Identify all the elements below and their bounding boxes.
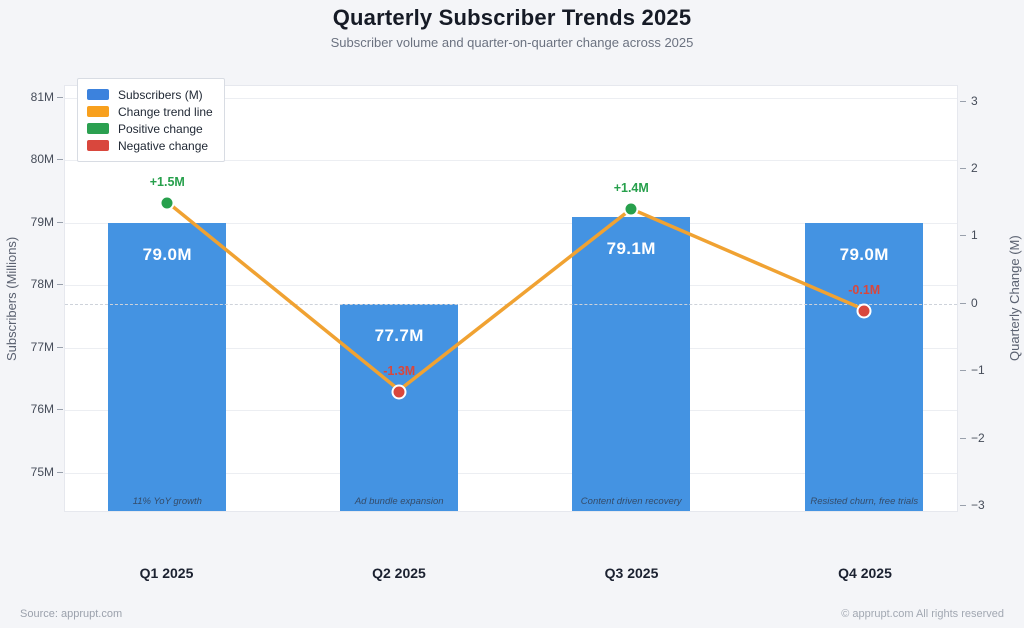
legend: Subscribers (M) Change trend line Positive… bbox=[77, 78, 225, 162]
left-tick-label: 76M bbox=[30, 402, 54, 417]
x-axis-label: Q2 2025 bbox=[372, 565, 426, 581]
left-tick-mark bbox=[57, 96, 63, 98]
x-axis-label: Q1 2025 bbox=[139, 565, 194, 581]
gridline bbox=[65, 410, 957, 412]
right-tick-mark bbox=[960, 505, 966, 507]
left-tick-mark bbox=[57, 221, 63, 223]
change-value-label: -1.3M bbox=[383, 363, 416, 378]
right-tick-mark bbox=[960, 302, 966, 304]
bar-annotation: Resisted churn, free trials bbox=[810, 496, 919, 507]
right-tick-mark bbox=[960, 370, 966, 372]
negative-change-swatch bbox=[87, 140, 109, 151]
bar-value-label: 77.7M bbox=[374, 326, 424, 346]
bar-annotation: Ad bundle expansion bbox=[354, 496, 444, 507]
right-tick-label: −1 bbox=[971, 363, 985, 378]
gridline bbox=[65, 97, 957, 99]
left-tick-mark bbox=[57, 346, 63, 348]
legend-label: Negative change bbox=[118, 138, 209, 153]
bar-value-label: 79.1M bbox=[606, 238, 656, 258]
source-note: Source: apprupt.com bbox=[20, 608, 123, 620]
right-tick-label: 1 bbox=[971, 228, 978, 243]
change-value-label: +1.5M bbox=[149, 174, 185, 189]
legend-item-positive-change: Positive change bbox=[87, 120, 213, 137]
left-tick-label: 75M bbox=[30, 464, 54, 479]
subscriber-bar: 77.7M bbox=[340, 304, 459, 511]
x-axis-label: Q3 2025 bbox=[604, 565, 659, 581]
page-title: Quarterly Subscriber Trends 2025 bbox=[332, 5, 692, 30]
left-tick-label: 77M bbox=[30, 339, 54, 354]
right-tick-label: 0 bbox=[971, 295, 978, 310]
change-value-label: +1.4M bbox=[613, 181, 649, 196]
change-value-label: -0.1M bbox=[848, 282, 881, 297]
bar-value-label: 79.0M bbox=[142, 244, 192, 264]
legend-item-subscribers: Subscribers (M) bbox=[87, 86, 213, 103]
right-tick-mark bbox=[960, 100, 966, 102]
right-tick-mark bbox=[960, 437, 966, 439]
right-tick-label: −3 bbox=[971, 498, 985, 513]
negative-change-dot bbox=[856, 303, 872, 319]
legend-label: Change trend line bbox=[118, 104, 213, 119]
bar-annotation: Content driven recovery bbox=[580, 496, 682, 507]
change-trend-line-swatch bbox=[87, 106, 109, 117]
left-tick-label: 81M bbox=[30, 89, 54, 104]
legend-label: Positive change bbox=[118, 121, 203, 136]
right-tick-label: 3 bbox=[971, 93, 978, 108]
plot-area: Subscribers (M) Change trend line Positive… bbox=[64, 78, 958, 512]
subscriber-bar: 79.0M bbox=[805, 222, 924, 511]
subscriber-bar: 79.0M bbox=[108, 222, 227, 511]
right-tick-label: 2 bbox=[971, 160, 978, 175]
left-tick-mark bbox=[57, 284, 63, 286]
legend-item-change-trend-line: Change trend line bbox=[87, 103, 213, 120]
left-tick-mark bbox=[57, 471, 63, 473]
bar-annotation: 11% YoY growth bbox=[132, 496, 202, 507]
left-tick-label: 80M bbox=[30, 152, 54, 167]
positive-change-dot bbox=[159, 195, 175, 211]
bar-value-label: 79.0M bbox=[839, 244, 889, 264]
left-tick-mark bbox=[57, 159, 63, 161]
right-axis-title: Quarterly Change (M) bbox=[1007, 235, 1022, 362]
positive-change-swatch bbox=[87, 123, 109, 134]
left-axis-title: Subscribers (Millions) bbox=[4, 236, 19, 361]
negative-change-dot bbox=[391, 384, 407, 400]
left-tick-label: 79M bbox=[30, 214, 54, 229]
x-axis-label: Q4 2025 bbox=[838, 565, 892, 581]
legend-item-negative-change: Negative change bbox=[87, 137, 213, 154]
right-tick-mark bbox=[960, 235, 966, 237]
subscriber-bar: 79.1M bbox=[572, 216, 691, 511]
gridline bbox=[65, 160, 957, 162]
positive-change-dot bbox=[623, 201, 639, 217]
legend-label: Subscribers (M) bbox=[118, 87, 203, 102]
left-tick-mark bbox=[57, 409, 63, 411]
zero-reference-line bbox=[65, 303, 957, 305]
page-subtitle: Subscriber volume and quarter-on-quarter… bbox=[330, 35, 694, 50]
copyright-note: © apprupt.com All rights reserved bbox=[841, 608, 1004, 620]
subscribers-swatch bbox=[87, 89, 109, 100]
gridline bbox=[65, 472, 957, 474]
left-tick-label: 78M bbox=[30, 277, 54, 292]
right-tick-mark bbox=[960, 167, 966, 169]
right-tick-label: −2 bbox=[971, 430, 985, 445]
